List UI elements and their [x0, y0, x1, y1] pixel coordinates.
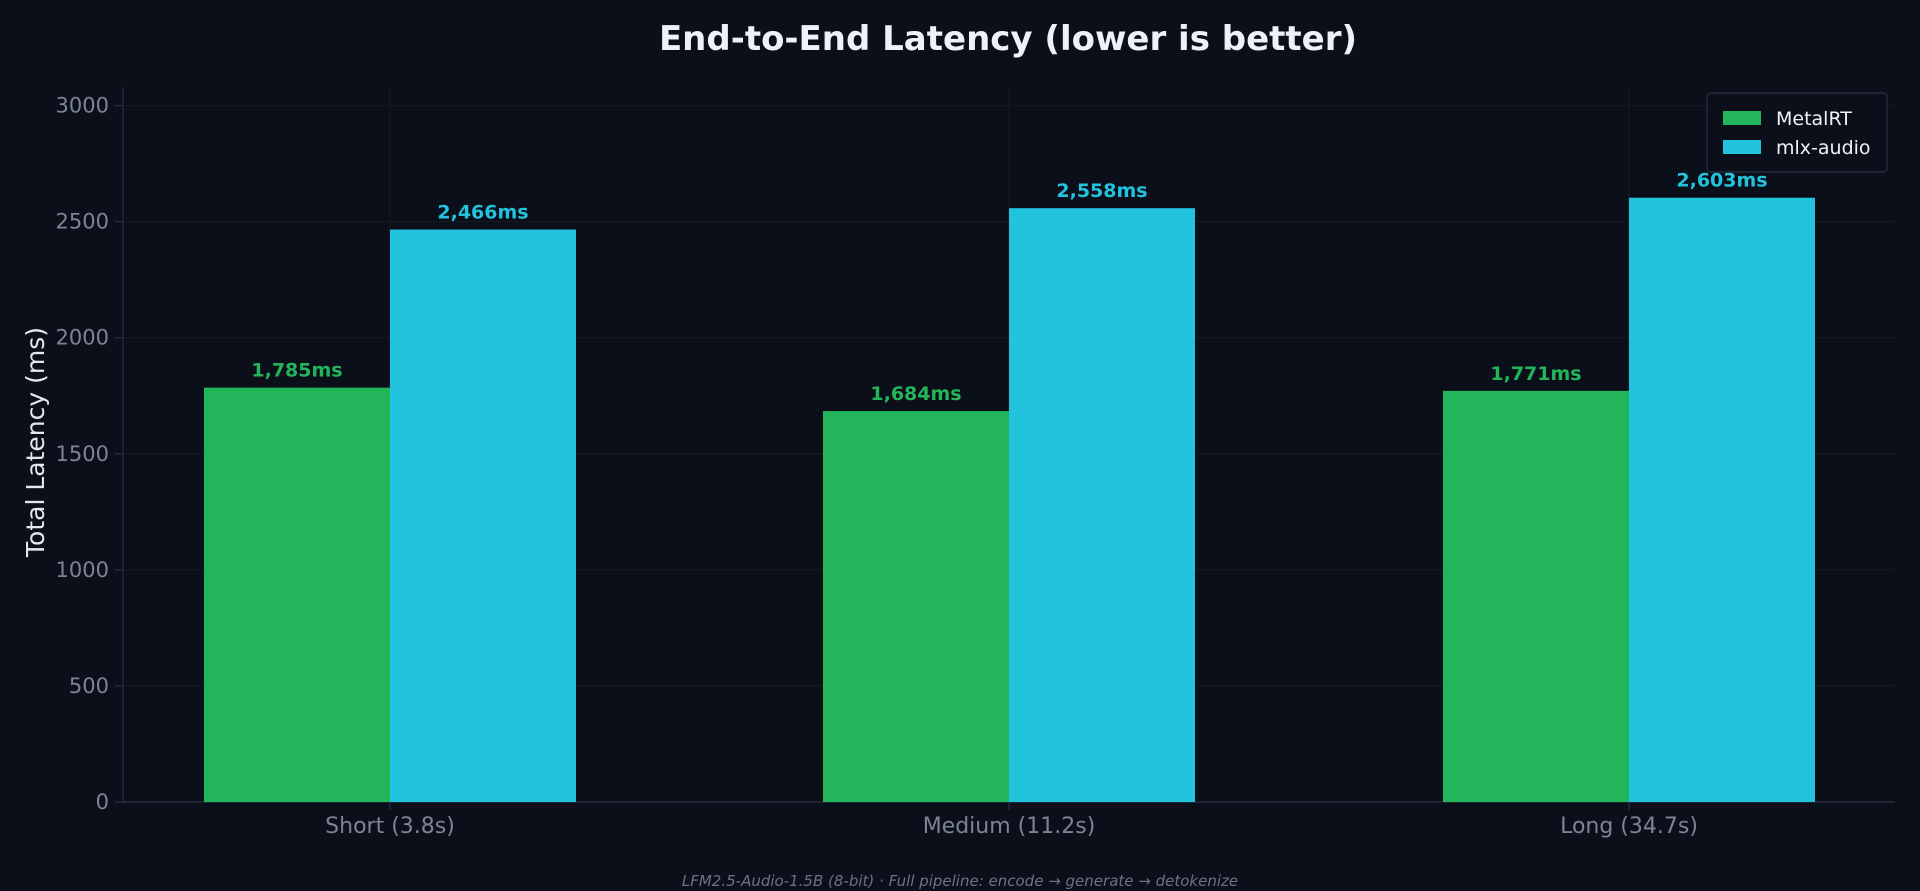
y-tick-label: 0: [96, 790, 109, 814]
value-label-metalrt: 1,771ms: [1490, 363, 1581, 385]
chart-title: End-to-End Latency (lower is better): [659, 19, 1357, 59]
bar-mlx-audio: [1629, 197, 1815, 802]
value-label-mlx-audio: 2,558ms: [1056, 180, 1147, 202]
legend: MetalRT mlx-audio: [1706, 92, 1888, 173]
y-tick-label: 3000: [56, 94, 109, 118]
y-tick-label: 1500: [56, 442, 109, 466]
x-tick-label: Medium (11.2s): [923, 814, 1096, 839]
bar-mlx-audio: [1009, 208, 1195, 802]
y-tick-label: 500: [69, 674, 109, 698]
bar-mlx-audio: [390, 229, 576, 803]
legend-label-metalrt: MetalRT: [1776, 108, 1852, 130]
legend-box: [1706, 92, 1888, 173]
y-tick-label: 1000: [56, 558, 109, 582]
chart-footnote: LFM2.5-Audio-1.5B (8-bit) · Full pipelin…: [682, 872, 1238, 890]
value-label-metalrt: 1,684ms: [870, 383, 961, 405]
bar-metalrt: [823, 411, 1009, 802]
value-label-mlx-audio: 2,603ms: [1676, 170, 1767, 192]
legend-label-mlx-audio: mlx-audio: [1776, 137, 1871, 159]
bar-metalrt: [204, 387, 390, 802]
x-tick-label: Short (3.8s): [325, 814, 455, 839]
legend-swatch-mlx-audio: [1723, 140, 1761, 154]
x-tick-label: Long (34.7s): [1560, 814, 1698, 839]
bar-metalrt: [1443, 390, 1629, 802]
x-axis-ticks: Short (3.8s) Medium (11.2s) Long (34.7s): [325, 802, 1698, 839]
y-axis-label: Total Latency (ms): [21, 327, 50, 558]
value-label-metalrt: 1,785ms: [251, 360, 342, 382]
value-labels: 1,785ms 1,684ms 1,771ms 2,466ms 2,558ms 2,603…: [251, 170, 1767, 405]
y-tick-label: 2500: [56, 210, 109, 234]
bars: [204, 197, 1815, 803]
value-label-mlx-audio: 2,466ms: [437, 202, 528, 224]
y-tick-label: 2000: [56, 326, 109, 350]
y-axis-ticks: 0 500 1000 1500 2000 2500 3000: [56, 94, 123, 814]
legend-swatch-metalrt: [1723, 111, 1761, 125]
